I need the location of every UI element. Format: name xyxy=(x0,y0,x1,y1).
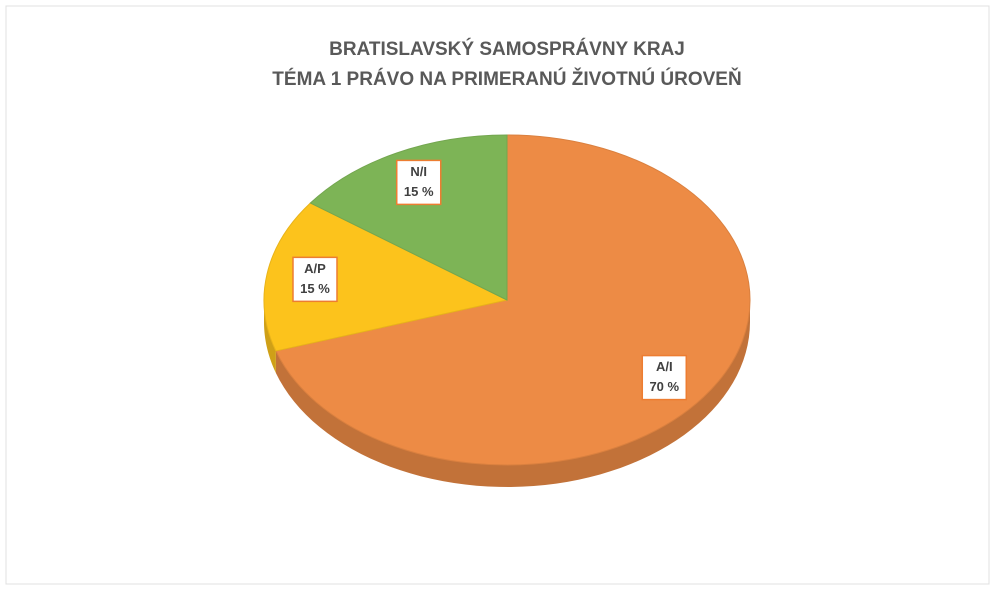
pie-slice xyxy=(263,202,509,352)
pie-slice xyxy=(275,134,751,466)
data-labels: A/I 70 % A/P 15 % N/I 15 % xyxy=(292,159,688,401)
data-label-category: A/I xyxy=(656,359,673,374)
data-label-box xyxy=(641,354,688,401)
data-label-value: 15 % xyxy=(404,184,434,199)
data-label-value: 15 % xyxy=(300,281,330,296)
pie-tops xyxy=(263,134,751,466)
data-label-box xyxy=(292,256,338,303)
chart-title: BRATISLAVSKÝ SAMOSPRÁVNY KRAJ xyxy=(329,38,685,60)
chart-subtitle: TÉMA 1 PRÁVO NA PRIMERANÚ ŽIVOTNÚ ÚROVEŇ xyxy=(272,68,741,90)
data-label-value: 70 % xyxy=(649,379,679,394)
data-label-category: N/I xyxy=(410,164,427,179)
pie-slice xyxy=(309,134,508,301)
data-label-box xyxy=(395,159,442,206)
data-label-category: A/P xyxy=(304,261,326,276)
